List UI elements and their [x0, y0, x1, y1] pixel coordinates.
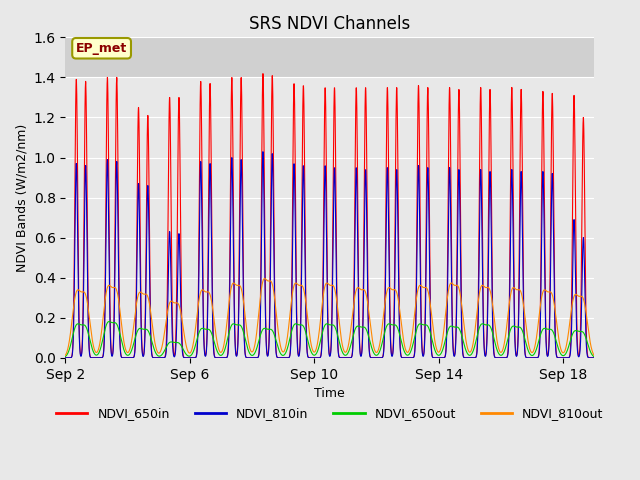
- X-axis label: Time: Time: [314, 387, 345, 400]
- Text: EP_met: EP_met: [76, 42, 127, 55]
- Y-axis label: NDVI Bands (W/m2/nm): NDVI Bands (W/m2/nm): [15, 123, 28, 272]
- Bar: [65, 37, 595, 77]
- Legend: NDVI_650in, NDVI_810in, NDVI_650out, NDVI_810out: NDVI_650in, NDVI_810in, NDVI_650out, NDV…: [51, 403, 609, 425]
- Title: SRS NDVI Channels: SRS NDVI Channels: [249, 15, 410, 33]
